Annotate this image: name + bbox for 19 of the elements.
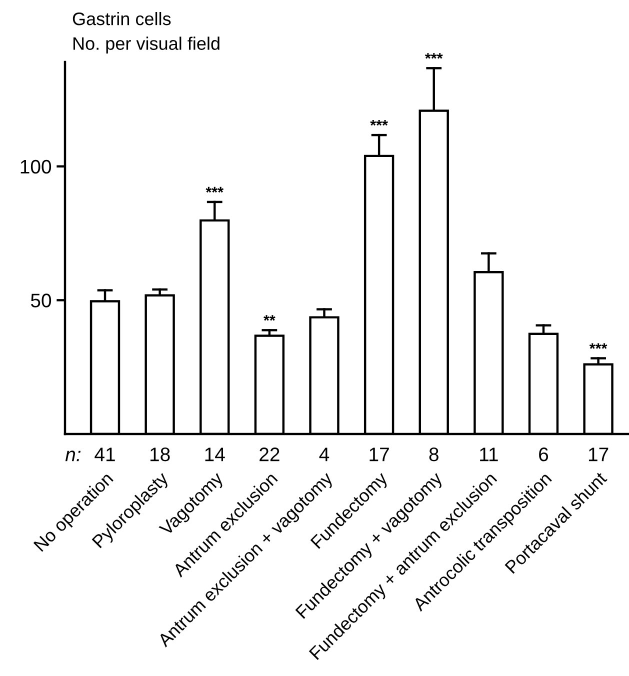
text: 14: [205, 448, 225, 462]
annotation: ***: [370, 120, 388, 126]
annotation: **: [264, 315, 276, 321]
text: 11: [480, 448, 498, 462]
text: 41: [94, 448, 115, 462]
text: 22: [260, 448, 280, 462]
text: 17: [370, 448, 389, 462]
y-axis-title: Gastrin cells No. per visual field: [72, 12, 220, 54]
text: 6: [539, 448, 548, 462]
text: 8: [429, 448, 438, 462]
annotation: ***: [589, 343, 608, 349]
text: 4: [319, 448, 330, 462]
annotation: ***: [425, 53, 443, 59]
annotation: ***: [206, 186, 224, 193]
y-tick-label: 50: [30, 294, 52, 308]
text: 18: [150, 448, 170, 462]
text: 17: [588, 448, 608, 462]
y-tick-label: 100: [20, 160, 52, 174]
text: n:: [65, 450, 81, 462]
